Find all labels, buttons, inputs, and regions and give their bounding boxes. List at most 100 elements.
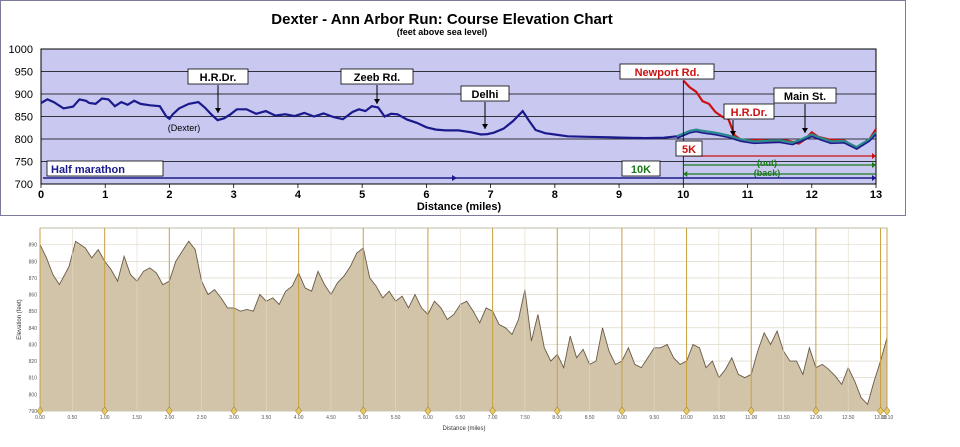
label-back: (back) bbox=[754, 168, 781, 178]
tenk-out-head bbox=[872, 162, 876, 168]
mile-marker-icon bbox=[747, 406, 755, 416]
mile-marker-icon bbox=[101, 406, 108, 416]
label-dexter: (Dexter) bbox=[168, 123, 201, 133]
profile-area-fill bbox=[40, 241, 887, 411]
profile-y-tick-label: 820 bbox=[29, 359, 38, 365]
profile-x-tick-label: 6.50 bbox=[455, 415, 465, 421]
profile-y-tick-label: 830 bbox=[29, 342, 38, 348]
mile-marker-icon bbox=[230, 406, 238, 416]
x-tick-label: 5 bbox=[359, 189, 365, 201]
label-half-marathon: Half marathon bbox=[51, 164, 125, 176]
y-tick-label: 800 bbox=[15, 134, 33, 146]
profile-x-tick-label: 2.50 bbox=[197, 415, 207, 421]
half-marathon-mid-head bbox=[452, 175, 457, 181]
x-tick-label: 4 bbox=[295, 189, 302, 201]
label-5k: 5K bbox=[682, 144, 696, 156]
label-newport-rd-box bbox=[619, 63, 715, 80]
x-tick-label: 9 bbox=[616, 189, 622, 201]
chart-subtitle: (feet above sea level) bbox=[397, 27, 488, 37]
elevation-series-line-0 bbox=[40, 97, 684, 140]
arrow-main-st-head bbox=[802, 128, 808, 133]
label-5k-box bbox=[675, 140, 703, 157]
profile-y-tick-label: 880 bbox=[29, 259, 38, 265]
profile-x-tick-label: 10.50 bbox=[713, 415, 726, 421]
label-10k: 10K bbox=[631, 164, 651, 176]
profile-x-tick-label: 5.00 bbox=[358, 415, 368, 421]
x-tick-label: 10 bbox=[677, 189, 689, 201]
elevation-series-line-back bbox=[676, 130, 877, 151]
label-main-st-box bbox=[773, 87, 837, 104]
mile-marker-icon bbox=[553, 406, 561, 416]
profile-x-tick-label: 2.00 bbox=[164, 415, 174, 421]
profile-y-tick-label: 790 bbox=[29, 409, 38, 415]
profile-x-tick-label: 9.00 bbox=[617, 415, 627, 421]
label-hr-dr-1: H.R.Dr. bbox=[200, 72, 237, 84]
x-tick-label: 2 bbox=[166, 189, 172, 201]
elevation-profile-svg: 790 800 810 820 830 840 850 860 870 880 890 0.00 0.5… bbox=[17, 227, 894, 432]
profile-x-tick-label: 0.50 bbox=[67, 415, 77, 421]
profile-x-tick-label: 13.00 bbox=[874, 415, 887, 421]
tenk-back-head bbox=[683, 171, 688, 177]
x-tick-label: 1 bbox=[102, 189, 108, 201]
chart-title: Dexter - Ann Arbor Run: Course Elevation… bbox=[271, 11, 612, 28]
x-tick-label: 3 bbox=[231, 189, 237, 201]
y-tick-label: 850 bbox=[15, 112, 33, 124]
profile-x-tick-label: 11.50 bbox=[777, 415, 789, 421]
label-out: (out) bbox=[757, 158, 777, 168]
profile-x-tick-label: 5.50 bbox=[391, 415, 401, 421]
y-tick-label: 1000 bbox=[9, 44, 33, 56]
profile-y-tick-label: 850 bbox=[29, 309, 38, 315]
profile-y-tick-label: 800 bbox=[29, 392, 38, 398]
profile-y-tick-label: 890 bbox=[29, 243, 38, 249]
arrow-hr-dr-1-head bbox=[215, 108, 221, 113]
x-tick-label: 12 bbox=[806, 189, 818, 201]
profile-x-tick-label: 9.50 bbox=[649, 415, 659, 421]
x-tick-label: 0 bbox=[38, 189, 44, 201]
label-hr-dr-2-box bbox=[723, 103, 775, 120]
label-zeeb-rd-box bbox=[340, 68, 414, 85]
y-tick-label: 700 bbox=[15, 179, 33, 191]
profile-x-axis-label: Distance (miles) bbox=[442, 426, 485, 432]
x-tick-label: 11 bbox=[742, 189, 754, 201]
profile-y-tick-label: 840 bbox=[29, 326, 38, 332]
label-hr-dr-2: H.R.Dr. bbox=[731, 107, 768, 119]
profile-x-tick-label: 8.50 bbox=[585, 415, 595, 421]
fivek-bar-head bbox=[872, 153, 876, 159]
course-elevation-svg: Dexter - Ann Arbor Run: Course Elevation… bbox=[9, 11, 883, 213]
mile-marker-icon bbox=[295, 406, 302, 416]
label-main-st: Main St. bbox=[784, 91, 826, 103]
profile-x-tick-label: 11.00 bbox=[745, 415, 757, 421]
label-10k-box bbox=[621, 160, 661, 177]
profile-y-axis-label: Elevation (feet) bbox=[17, 299, 23, 339]
mile-marker-icon bbox=[812, 406, 820, 416]
mile-marker-icon bbox=[883, 406, 891, 416]
y-tick-label: 950 bbox=[15, 67, 33, 79]
profile-x-tick-label: 13.10 bbox=[881, 415, 894, 421]
profile-x-tick-label: 8.00 bbox=[552, 415, 562, 421]
mile-marker-icon bbox=[877, 406, 884, 416]
mile-marker-icon bbox=[489, 406, 496, 416]
profile-x-tick-label: 12.50 bbox=[842, 415, 855, 421]
profile-y-tick-label: 870 bbox=[29, 276, 38, 282]
x-tick-label: 13 bbox=[870, 189, 882, 201]
label-hr-dr-1-box bbox=[187, 68, 249, 85]
y-tick-label: 750 bbox=[15, 157, 33, 169]
mile-marker-icon bbox=[424, 406, 432, 416]
profile-x-tick-label: 1.50 bbox=[132, 415, 142, 421]
profile-x-tick-label: 1.00 bbox=[100, 415, 110, 421]
profile-x-tick-label: 3.00 bbox=[229, 415, 239, 421]
mile-marker-icon bbox=[36, 406, 44, 416]
arrow-zeeb-rd-head bbox=[374, 99, 380, 104]
x-axis-label: Distance (miles) bbox=[417, 201, 502, 213]
mile-marker-icon bbox=[359, 406, 367, 416]
x-tick-label: 8 bbox=[552, 189, 558, 201]
profile-x-tick-label: 7.00 bbox=[488, 415, 498, 421]
profile-x-tick-label: 0.00 bbox=[35, 415, 45, 421]
profile-x-tick-label: 10.00 bbox=[680, 415, 693, 421]
mile-marker-icon bbox=[683, 406, 690, 416]
label-delhi: Delhi bbox=[472, 89, 499, 101]
label-delhi-box bbox=[460, 85, 510, 102]
elevation-series-line-2 bbox=[676, 128, 877, 149]
profile-y-tick-label: 860 bbox=[29, 293, 38, 299]
profile-x-tick-label: 4.50 bbox=[326, 415, 336, 421]
